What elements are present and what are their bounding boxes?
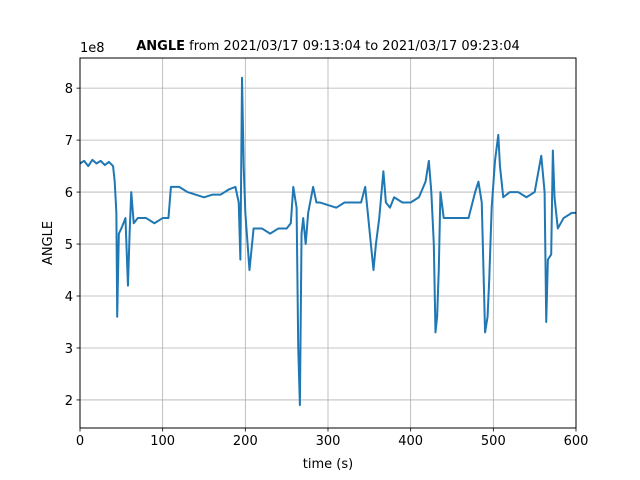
x-tick-label: 200	[233, 434, 258, 449]
y-tick-label: 5	[65, 238, 73, 253]
grid	[79, 58, 577, 428]
x-tick-label: 0	[76, 434, 84, 449]
title-bold: ANGLE	[136, 39, 185, 54]
y-tick-label: 3	[65, 342, 73, 357]
chart-title: ANGLE from 2021/03/17 09:13:04 to 2021/0…	[136, 39, 520, 54]
y-tick-label: 7	[65, 134, 73, 149]
y-axis-label: ANGLE	[41, 221, 56, 265]
x-tick-label: 600	[564, 434, 589, 449]
y-tick-label: 6	[65, 186, 73, 201]
y-tick-label: 4	[65, 290, 73, 305]
x-tick-label: 100	[150, 434, 175, 449]
x-tick-label: 500	[481, 434, 506, 449]
y-tick-label: 8	[65, 82, 73, 97]
ticks: 0 100 200 300 400 500 600 2 3 4 5 6 7 8	[65, 82, 589, 449]
y-tick-label: 2	[65, 394, 73, 409]
plot-area	[80, 76, 576, 407]
x-axis-label: time (s)	[303, 457, 353, 472]
x-tick-label: 400	[398, 434, 423, 449]
data-line	[80, 76, 576, 407]
offset-text: 1e8	[80, 41, 105, 56]
x-tick-label: 300	[316, 434, 341, 449]
title-rest: from 2021/03/17 09:13:04 to 2021/03/17 0…	[185, 39, 520, 54]
